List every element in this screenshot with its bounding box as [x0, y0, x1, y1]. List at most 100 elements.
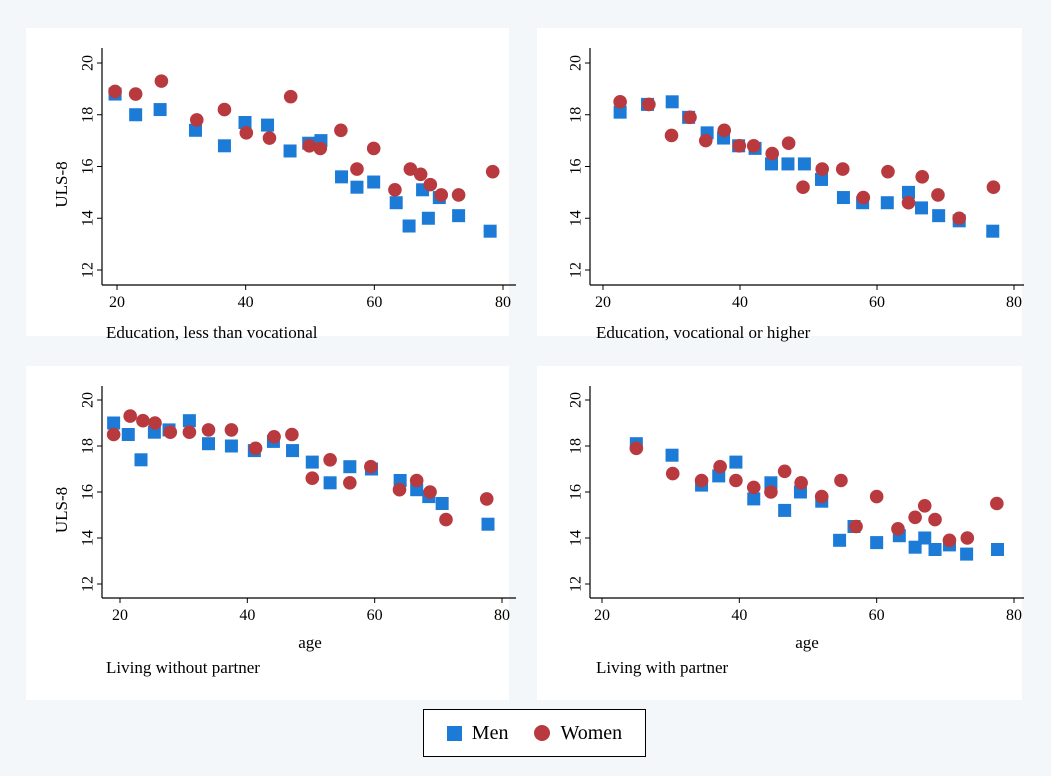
y-tick-label: 12 [80, 576, 97, 592]
data-point-men [836, 191, 850, 205]
data-point-men [305, 455, 319, 469]
data-point-men [778, 503, 792, 517]
data-point-women [746, 480, 761, 495]
x-tick-label: 60 [366, 294, 382, 311]
data-point-women [201, 423, 216, 437]
data-point-women [952, 211, 966, 226]
data-point-men [224, 439, 238, 453]
y-tick-label: 12 [568, 576, 585, 592]
data-point-men [335, 170, 349, 184]
x-tick-label: 20 [595, 294, 611, 311]
y-tick-label: 12 [568, 262, 585, 278]
x-tick-label: 20 [109, 294, 125, 311]
panel-background [537, 366, 1022, 700]
chart-panel-3: 12 14 16 18 20 20 40 60 80 ULS-8 age Living without… [26, 366, 516, 700]
data-point-women [409, 473, 424, 488]
data-point-women [366, 141, 381, 156]
data-point-women [239, 126, 254, 140]
x-tick-label: 20 [112, 607, 128, 624]
y-tick-label: 18 [568, 438, 585, 454]
x-tick-label: 80 [494, 607, 510, 624]
y-tick-label: 14 [568, 530, 585, 546]
y-tick-label: 20 [80, 55, 97, 71]
data-point-women [182, 425, 197, 440]
panel-title: Living without partner [106, 658, 260, 677]
y-axis-label: ULS-8 [52, 487, 71, 533]
legend-entry-women: Women [534, 722, 622, 745]
y-axis-label: ULS-8 [52, 161, 71, 207]
data-point-women [305, 471, 320, 486]
data-point-women [403, 162, 418, 176]
data-point-women [814, 489, 829, 504]
data-point-women [729, 473, 743, 488]
data-point-women [106, 427, 121, 442]
women-circle-marker-icon [534, 725, 551, 741]
data-point-men [323, 476, 337, 490]
data-point-women [908, 510, 922, 525]
y-tick-label: 14 [80, 530, 97, 546]
data-point-women [313, 141, 328, 156]
data-point-women [891, 522, 905, 536]
data-point-men [833, 533, 847, 547]
data-point-women [815, 162, 829, 176]
data-point-men [960, 547, 974, 561]
x-tick-label: 40 [238, 294, 254, 311]
data-point-women [248, 441, 263, 456]
panel-title: Living with partner [596, 658, 729, 677]
men-square-marker-icon [446, 725, 462, 741]
data-point-women [881, 164, 895, 179]
data-point-men [350, 180, 364, 194]
data-point-women [698, 133, 713, 148]
data-point-men [107, 416, 121, 430]
series-women [629, 441, 1004, 548]
y-tick-label: 20 [568, 55, 585, 71]
legend: Men Women [423, 709, 646, 757]
data-point-men [815, 172, 829, 186]
data-point-women [189, 113, 204, 127]
data-point-men [134, 453, 148, 467]
x-tick-label: 40 [732, 294, 748, 311]
data-point-women [642, 97, 656, 112]
x-tick-label: 80 [495, 294, 511, 311]
data-point-women [224, 423, 239, 437]
data-point-men [261, 118, 275, 132]
data-point-men [747, 492, 761, 506]
data-point-women [869, 489, 884, 504]
data-point-men [367, 175, 381, 189]
data-point-women [917, 499, 932, 513]
series-women [106, 409, 494, 527]
data-point-men [991, 543, 1005, 556]
data-point-women [796, 180, 810, 194]
data-point-men [986, 224, 1000, 238]
x-tick-label: 40 [239, 607, 255, 624]
data-point-women [334, 123, 348, 138]
x-tick-label: 40 [731, 607, 747, 624]
data-point-women [664, 128, 679, 143]
data-point-women [123, 409, 137, 423]
x-tick-label: 80 [1006, 294, 1022, 311]
data-point-men [343, 460, 357, 474]
data-point-women [267, 430, 281, 444]
chart-panel-1: 12 14 16 18 20 20 40 60 80 ULS-8 Education, less t… [26, 28, 516, 342]
data-point-men [665, 95, 679, 109]
data-point-men [870, 536, 884, 550]
data-point-women [148, 416, 162, 430]
data-point-women [683, 110, 697, 125]
y-tick-label: 18 [80, 107, 97, 123]
data-point-men [481, 517, 495, 531]
data-point-men [435, 497, 449, 510]
data-point-men [915, 201, 929, 215]
data-point-men [729, 455, 743, 469]
data-point-women [931, 188, 945, 202]
data-point-men [402, 219, 416, 233]
panel-title: Education, vocational or higher [596, 323, 811, 342]
series-women [613, 95, 1001, 226]
y-tick-label: 16 [80, 484, 97, 500]
x-tick-label: 60 [367, 607, 383, 624]
y-tick-label: 20 [568, 392, 585, 408]
data-point-women [163, 425, 178, 440]
data-point-women [439, 512, 453, 527]
panel-background [26, 366, 509, 700]
data-point-women [781, 136, 796, 151]
